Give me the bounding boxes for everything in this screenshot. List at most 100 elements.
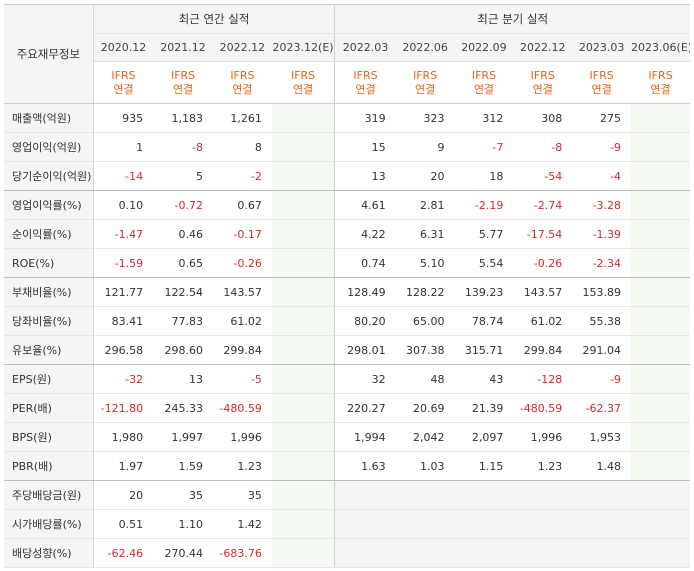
- accounting-standard: IFRS 연결: [395, 61, 455, 104]
- table-cell: -128: [513, 364, 573, 394]
- accounting-standard: IFRS 연결: [271, 61, 336, 104]
- table-cell: 1.63: [334, 451, 396, 481]
- table-cell: 1.59: [153, 451, 213, 481]
- table-cell: [631, 335, 690, 365]
- annual-results-header: 최근 연간 실적: [93, 4, 336, 34]
- table-cell: 0.10: [93, 190, 154, 220]
- table-cell: [631, 190, 690, 220]
- table-cell: -62.37: [572, 393, 632, 423]
- table-cell: [631, 219, 690, 249]
- table-cell: -1.59: [93, 248, 154, 278]
- table-cell: [271, 393, 336, 423]
- table-cell: [572, 538, 632, 568]
- table-row: 매출액(억원) 935 1,183 1,261 319 323 312 308 275: [4, 103, 690, 133]
- table-cell: -683.76: [213, 538, 272, 568]
- table-cell: [631, 538, 690, 568]
- table-cell: 121.77: [93, 277, 154, 307]
- row-label: EPS(원): [4, 364, 94, 394]
- table-row: PER(배) -121.80 245.33 -480.59 220.27 20.69 21.…: [4, 393, 690, 423]
- row-label: 당기순이익(억원): [4, 161, 94, 191]
- table-cell: -2: [213, 161, 272, 191]
- row-label: 영업이익(억원): [4, 132, 94, 162]
- table-cell: 1,996: [213, 422, 272, 452]
- table-cell: 1,997: [153, 422, 213, 452]
- table-row: 시가배당률(%) 0.51 1.10 1.42: [4, 509, 690, 539]
- accounting-standard: IFRS 연결: [631, 61, 690, 104]
- table-cell: 245.33: [153, 393, 213, 423]
- ifrs-label: IFRS: [170, 68, 196, 82]
- table-cell: 77.83: [153, 306, 213, 336]
- period-header: 2023.12(E): [271, 33, 336, 62]
- table-cell: 307.38: [395, 335, 455, 365]
- table-cell: 20: [93, 480, 154, 510]
- table-cell: 1,953: [572, 422, 632, 452]
- row-label: 매출액(억원): [4, 103, 94, 133]
- ifrs-label: IFRS: [589, 68, 614, 82]
- table-cell: [334, 509, 396, 539]
- table-cell: 1,183: [153, 103, 213, 133]
- table-cell: 32: [334, 364, 396, 394]
- accounting-standard: IFRS 연결: [513, 61, 573, 104]
- table-cell: -7: [454, 132, 514, 162]
- table-cell: 83.41: [93, 306, 154, 336]
- table-cell: 43: [454, 364, 514, 394]
- ifrs-label: IFRS: [353, 68, 378, 82]
- table-cell: 1,980: [93, 422, 154, 452]
- table-cell: [513, 538, 573, 568]
- row-label: 시가배당률(%): [4, 509, 94, 539]
- table-cell: 61.02: [213, 306, 272, 336]
- table-cell: -0.26: [513, 248, 573, 278]
- ifrs-label: IFRS: [412, 68, 438, 82]
- table-cell: 935: [93, 103, 154, 133]
- table-cell: 0.67: [213, 190, 272, 220]
- table-cell: 5.77: [454, 219, 514, 249]
- ifrs-label: IFRS: [230, 68, 255, 82]
- row-label: 순이익률(%): [4, 219, 94, 249]
- table-cell: -14: [93, 161, 154, 191]
- table-cell: -0.72: [153, 190, 213, 220]
- table-cell: 270.44: [153, 538, 213, 568]
- table-cell: [572, 480, 632, 510]
- table-cell: [454, 509, 514, 539]
- consolidated-label: 연결: [414, 82, 436, 96]
- table-cell: 61.02: [513, 306, 573, 336]
- period-header: 2023.06(E): [631, 33, 690, 62]
- table-cell: 21.39: [454, 393, 514, 423]
- accounting-standard: IFRS 연결: [93, 61, 154, 104]
- period-header: 2022.06: [395, 33, 455, 62]
- table-row: PBR(배) 1.97 1.59 1.23 1.63 1.03 1.15 1.23 1.48: [4, 451, 690, 481]
- table-cell: -54: [513, 161, 573, 191]
- table-cell: 1: [93, 132, 154, 162]
- table-cell: 312: [454, 103, 514, 133]
- ifrs-label: IFRS: [290, 68, 316, 82]
- period-header: 2022.09: [454, 33, 514, 62]
- table-cell: 48: [395, 364, 455, 394]
- table-row: 당좌비율(%) 83.41 77.83 61.02 80.20 65.00 78.74 61.…: [4, 306, 690, 336]
- table-cell: -8: [153, 132, 213, 162]
- table-cell: [631, 132, 690, 162]
- table-cell: [271, 248, 336, 278]
- table-cell: [631, 393, 690, 423]
- table-cell: 20: [395, 161, 455, 191]
- table-cell: 128.49: [334, 277, 396, 307]
- table-cell: 1.10: [153, 509, 213, 539]
- table-cell: [454, 538, 514, 568]
- table-cell: 1.03: [395, 451, 455, 481]
- table-row: EPS(원) -32 13 -5 32 48 43 -128 -9: [4, 364, 690, 394]
- table-cell: -32: [93, 364, 154, 394]
- table-cell: 5: [153, 161, 213, 191]
- table-cell: -5: [213, 364, 272, 394]
- table-cell: 139.23: [454, 277, 514, 307]
- table-cell: 9: [395, 132, 455, 162]
- table-cell: 55.38: [572, 306, 632, 336]
- table-cell: [572, 509, 632, 539]
- row-label: 주당배당금(원): [4, 480, 94, 510]
- table-row: 순이익률(%) -1.47 0.46 -0.17 4.22 6.31 5.77 -17.54-…: [4, 219, 690, 249]
- table-cell: 0.46: [153, 219, 213, 249]
- table-cell: [271, 509, 336, 539]
- row-label: 당좌비율(%): [4, 306, 94, 336]
- table-cell: -2.74: [513, 190, 573, 220]
- table-cell: [454, 480, 514, 510]
- period-header: 2023.03: [572, 33, 632, 62]
- table-row: 배당성향(%) -62.46 270.44 -683.76: [4, 538, 690, 568]
